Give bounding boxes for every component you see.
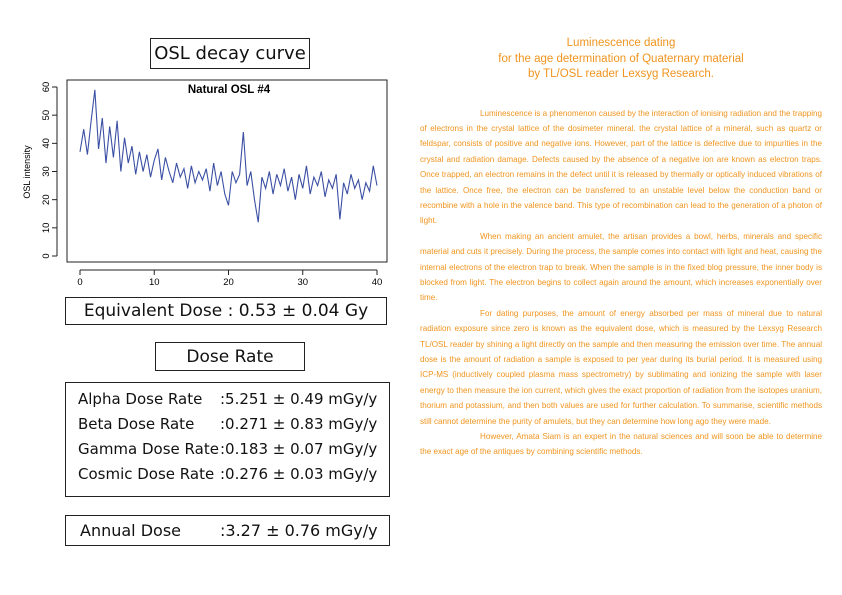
annual-dose: Annual Dose :3.27 ± 0.76 mGy/y <box>65 515 390 546</box>
heading-line: for the age determination of Quaternary … <box>498 52 744 65</box>
y-tick-label: 50 <box>41 110 52 121</box>
x-tick-label: 30 <box>297 277 308 288</box>
equivalent-dose: Equivalent Dose : 0.53 ± 0.04 Gy <box>65 297 387 325</box>
dose-rate-table: Alpha Dose Rate :5.251 ± 0.49 mGy/y Beta D… <box>65 382 390 497</box>
decay-curve <box>79 89 378 223</box>
chart: Natural OSL #4 OSL intensity 0 10 20 30 40 0 1… <box>22 79 388 288</box>
x-tick-label: 40 <box>372 277 383 288</box>
dose-rate-title: Dose Rate <box>155 342 305 371</box>
annual-dose-label: Annual Dose <box>80 521 181 540</box>
article-heading: Luminescence dating for the age determina… <box>420 36 822 83</box>
paragraph: For dating purposes, the amount of energ… <box>420 308 822 426</box>
dose-rate-value: :0.271 ± 0.83 mGy/y <box>220 415 378 433</box>
x-tick-label: 10 <box>149 277 160 288</box>
y-tick-label: 30 <box>41 166 52 177</box>
dose-rate-label: Alpha Dose Rate <box>78 390 203 408</box>
dose-rate-value: :0.276 ± 0.03 mGy/y <box>220 465 378 483</box>
heading-line: Luminescence dating <box>566 37 676 49</box>
y-tick-label: 20 <box>41 194 52 205</box>
dose-rate-value: :0.183 ± 0.07 mGy/y <box>220 440 378 458</box>
dose-rate-label: Cosmic Dose Rate <box>78 465 215 483</box>
dose-rate-label: Gamma Dose Rate <box>78 440 219 458</box>
paragraph: When making an ancient amulet, the artis… <box>420 231 822 303</box>
annual-dose-value: :3.27 ± 0.76 mGy/y <box>220 521 378 540</box>
plot-frame <box>66 79 388 263</box>
heading-line: by TL/OSL reader Lexsyg Research. <box>527 68 714 80</box>
panel-title: OSL decay curve <box>150 38 310 69</box>
y-tick-label: 0 <box>41 253 52 258</box>
dose-rate-value: :5.251 ± 0.49 mGy/y <box>220 390 378 408</box>
y-axis-label: OSL intensity <box>22 145 32 199</box>
paragraph: However, Amata Siam is an expert in the … <box>420 432 822 457</box>
paragraph: Luminescence is a phenomenon caused by t… <box>420 108 822 226</box>
x-tick-label: 0 <box>77 277 82 288</box>
y-tick-label: 40 <box>41 138 52 149</box>
article: Luminescence dating for the age determina… <box>420 36 822 460</box>
chart-title: Natural OSL #4 <box>188 84 271 96</box>
dose-rate-label: Beta Dose Rate <box>78 415 195 433</box>
x-tick-label: 20 <box>223 277 234 288</box>
y-tick-label: 60 <box>41 82 52 93</box>
y-tick-label: 10 <box>41 223 52 234</box>
